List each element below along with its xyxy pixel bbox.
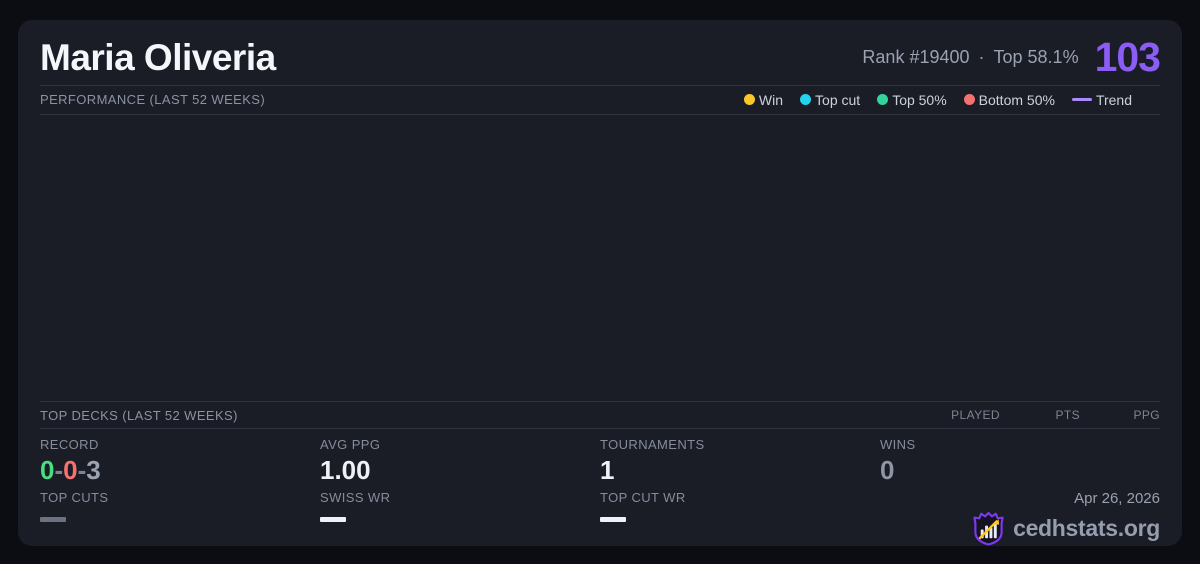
record-wins: 0: [40, 454, 55, 485]
legend-item-top-cut: Top cut: [800, 92, 860, 108]
performance-section-header: PERFORMANCE (LAST 52 WEEKS) Win Top cut …: [40, 84, 1160, 116]
trend-line-icon: [1071, 98, 1092, 102]
column-header-ppg: PPG: [1133, 408, 1160, 423]
points-total: 103: [1094, 33, 1161, 80]
rank-text: Rank #19400 · Top 58.1%: [862, 47, 1078, 68]
top-cut-wr-empty-dash: [600, 517, 626, 523]
stat-tournaments: TOURNAMENTS 1: [600, 437, 880, 485]
avg-ppg-label: AVG PPG: [320, 437, 381, 453]
cedhstats-logo-icon: [973, 511, 1004, 546]
legend-item-bottom-50: Bottom 50%: [963, 92, 1055, 108]
top-cut-wr-label: TOP CUT WR: [600, 490, 686, 506]
top-cuts-empty-dash: [40, 517, 66, 523]
stat-top-cuts: TOP CUTS: [40, 490, 320, 546]
legend-item-win: Win: [743, 92, 783, 108]
stat-record: RECORD 0-0-3: [40, 437, 320, 485]
column-header-pts: PTS: [1055, 408, 1080, 423]
player-stats-card: Maria Oliveria Rank #19400 · Top 58.1% 1…: [18, 20, 1182, 546]
player-name: Maria Oliveria: [40, 36, 276, 78]
record-value: 0-0-3: [40, 454, 320, 485]
column-header-played: PLAYED: [951, 408, 1000, 423]
card-header: Maria Oliveria Rank #19400 · Top 58.1% 1…: [40, 20, 1161, 85]
top-cut-dot-icon: [800, 94, 812, 106]
performance-chart: [40, 115, 1160, 401]
stat-top-cut-wr: TOP CUT WR: [600, 490, 880, 546]
tournaments-label: TOURNAMENTS: [600, 437, 705, 453]
brand-text: cedhstats.org: [1013, 515, 1160, 542]
top-cuts-label: TOP CUTS: [40, 490, 109, 506]
stat-avg-ppg: AVG PPG 1.00: [320, 437, 600, 485]
brand-link[interactable]: cedhstats.org: [972, 511, 1160, 546]
performance-section-title: PERFORMANCE (LAST 52 WEEKS): [40, 92, 266, 108]
legend-item-trend: Trend: [1071, 92, 1132, 108]
card-date: Apr 26, 2026: [1074, 490, 1160, 508]
record-label: RECORD: [40, 437, 99, 453]
top-decks-column-headers: PLAYED PTS PPG: [920, 408, 1160, 422]
top-decks-section-title: TOP DECKS (LAST 52 WEEKS): [40, 407, 238, 423]
avg-ppg-value: 1.00: [320, 454, 371, 485]
top-50-dot-icon: [877, 94, 889, 106]
separator-dot: ·: [978, 46, 985, 67]
record-losses: 0: [63, 454, 78, 485]
record-sep: -: [54, 454, 64, 485]
record-sep: -: [77, 454, 87, 485]
swiss-wr-label: SWISS WR: [320, 490, 391, 506]
tournaments-value: 1: [600, 454, 615, 485]
swiss-wr-empty-dash: [320, 517, 346, 523]
win-dot-icon: [743, 94, 755, 106]
percentile-value: Top 58.1%: [993, 46, 1079, 67]
top-decks-section-header: TOP DECKS (LAST 52 WEEKS) PLAYED PTS PPG: [40, 401, 1160, 430]
record-draws: 3: [86, 454, 101, 485]
legend-item-top-50: Top 50%: [877, 92, 947, 108]
stats-grid: RECORD 0-0-3 AVG PPG 1.00 TOURNAMENTS 1 …: [40, 429, 1160, 546]
wins-label: WINS: [880, 437, 916, 453]
chart-legend: Win Top cut Top 50% Bottom 50% Trend: [743, 92, 1160, 108]
stat-wins: WINS 0: [880, 437, 1160, 485]
rank-summary: Rank #19400 · Top 58.1% 103: [862, 33, 1161, 80]
stat-swiss-wr: SWISS WR: [320, 490, 600, 546]
bottom-50-dot-icon: [963, 94, 975, 106]
card-footer: Apr 26, 2026 cedhstats.org: [880, 491, 1160, 546]
wins-value: 0: [880, 454, 895, 485]
rank-value: Rank #19400: [862, 46, 970, 67]
